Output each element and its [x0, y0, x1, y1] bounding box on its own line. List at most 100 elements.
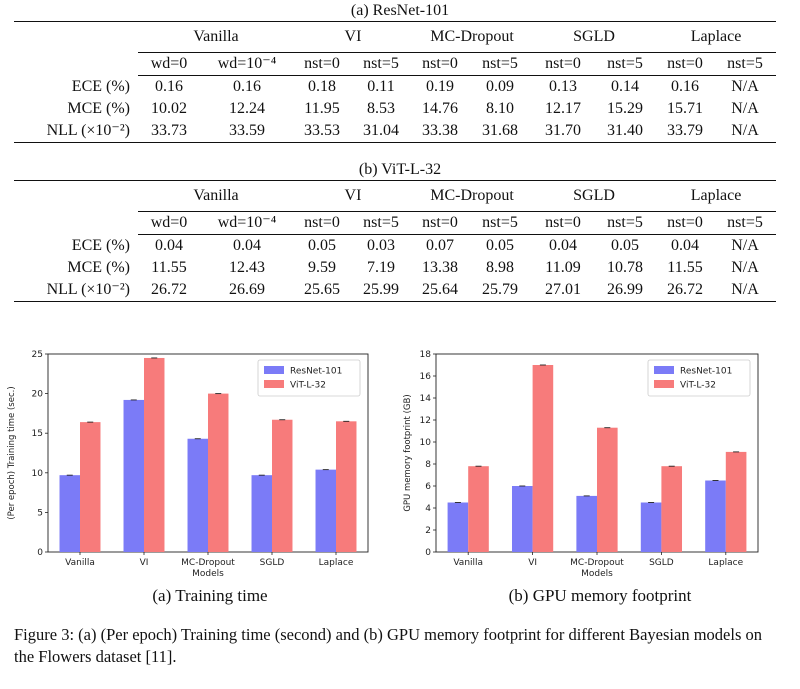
table-cell: 31.68 [468, 120, 532, 143]
table-cell: 0.07 [426, 237, 454, 254]
table-row: MCE (%) 11.55 12.43 9.59 7.19 13.38 8.98… [14, 257, 776, 279]
legend-swatch [654, 366, 674, 374]
group-header: MC-Dropout [412, 21, 532, 53]
row-label: MCE (%) [67, 100, 130, 117]
y-tick-label: 2 [425, 526, 431, 536]
table-cell: 0.09 [486, 78, 514, 95]
legend-label: ViT-L-32 [290, 381, 326, 391]
y-tick-label: 0 [425, 548, 431, 558]
x-tick-label: Vanilla [453, 558, 483, 568]
table-cell: 25.79 [468, 279, 532, 302]
x-tick-label: SGLD [260, 558, 285, 568]
table-cell: N/A [731, 259, 759, 276]
subheader-cell: wd=0 [138, 52, 200, 76]
table-cell: 27.01 [532, 279, 594, 302]
table-cell: 10.02 [151, 100, 187, 117]
group-header: VI [294, 180, 412, 212]
y-tick-label: 20 [32, 390, 44, 400]
table-cell: 25.65 [294, 279, 350, 302]
table-b-caption: (b) ViT-L-32 [358, 161, 442, 178]
legend-label: ResNet-101 [680, 367, 732, 377]
bar [532, 365, 554, 552]
table-cell: 0.19 [426, 78, 454, 95]
bar [251, 475, 272, 552]
table-cell: 0.16 [671, 78, 699, 95]
table-cell: 31.40 [594, 120, 656, 143]
table-cell: N/A [714, 120, 776, 143]
bar [315, 469, 336, 552]
table-subheader-row: wd=0 wd=10⁻⁴ nst=0 nst=5 nst=0 nst=5 nst… [14, 52, 776, 76]
y-axis-label: GPU memory footprint (GB) [403, 394, 413, 511]
subheader-cell: nst=0 [656, 211, 714, 235]
group-header: Laplace [656, 180, 776, 212]
subcaption-b: (b) GPU memory footprint [508, 586, 692, 605]
table-b: Vanilla VI MC-Dropout SGLD Laplace wd=0 … [14, 180, 776, 302]
legend-label: ViT-L-32 [680, 381, 716, 391]
table-cell: 8.98 [486, 259, 514, 276]
legend-label: ResNet-101 [290, 367, 342, 377]
group-header: Vanilla [138, 21, 294, 53]
subheader-cell: nst=5 [714, 211, 776, 235]
subcaption-a: (a) Training time [152, 586, 268, 605]
y-tick-label: 0 [37, 548, 43, 558]
legend-swatch [264, 380, 284, 388]
row-label: ECE (%) [71, 77, 130, 95]
table-cell: 0.16 [155, 78, 183, 95]
x-tick-label: MC-Dropout [570, 558, 624, 568]
table-cell: 25.99 [350, 279, 412, 302]
bar [80, 422, 101, 552]
subheader-cell: nst=0 [532, 52, 594, 76]
y-tick-label: 6 [425, 482, 431, 492]
subheader-cell: nst=0 [294, 52, 350, 76]
x-tick-label: SGLD [649, 558, 674, 568]
table-cell: 0.13 [549, 78, 577, 95]
bar [705, 480, 726, 552]
x-tick-label: VI [140, 558, 149, 568]
table-cell: 10.78 [607, 259, 643, 276]
subheader-cell: wd=10⁻⁴ [200, 211, 294, 235]
y-tick-label: 12 [420, 416, 431, 426]
table-cell: 31.04 [350, 120, 412, 143]
subheader-cell: nst=0 [656, 52, 714, 76]
x-axis-label: Models [581, 569, 613, 579]
subheader-cell: nst=5 [594, 211, 656, 235]
bar [187, 438, 208, 552]
table-cell: 0.03 [367, 237, 395, 254]
table-cell: 26.72 [656, 279, 714, 302]
row-label: MCE (%) [67, 259, 130, 276]
table-cell: 26.69 [200, 279, 294, 302]
table-cell: 0.14 [611, 78, 639, 95]
table-cell: 33.38 [412, 120, 468, 143]
table-row: NLL (×10⁻²) 26.72 26.69 25.65 25.99 25.6… [14, 279, 776, 302]
table-cell: N/A [731, 78, 759, 95]
subheader-cell: nst=0 [412, 211, 468, 235]
table-cell: 9.59 [308, 259, 336, 276]
row-label: NLL (×10⁻²) [14, 120, 138, 143]
table-cell: 12.24 [229, 100, 265, 117]
table-cell: 31.70 [532, 120, 594, 143]
table-cell: 15.71 [667, 100, 703, 117]
bar [511, 486, 533, 552]
x-axis-label: Models [192, 569, 224, 579]
table-cell: 13.38 [422, 259, 458, 276]
subheader-cell: nst=0 [532, 211, 594, 235]
bar [59, 475, 80, 552]
table-corner [14, 21, 138, 53]
subheader-cell: nst=5 [594, 52, 656, 76]
y-tick-label: 4 [425, 504, 431, 514]
x-tick-label: Laplace [708, 558, 743, 568]
bar [123, 399, 144, 552]
subheader-cell: nst=0 [294, 211, 350, 235]
x-tick-label: Vanilla [65, 558, 95, 568]
subheader-cell: nst=5 [468, 52, 532, 76]
table-cell: 0.05 [611, 237, 639, 254]
table-cell: N/A [714, 279, 776, 302]
y-tick-label: 25 [32, 350, 43, 360]
group-header: VI [294, 21, 412, 53]
table-cell: 12.43 [229, 259, 265, 276]
y-tick-label: 16 [420, 372, 432, 382]
table-cell: N/A [731, 237, 759, 254]
y-tick-label: 14 [420, 394, 432, 404]
table-cell: 0.04 [155, 237, 183, 254]
table-cell: 26.99 [594, 279, 656, 302]
